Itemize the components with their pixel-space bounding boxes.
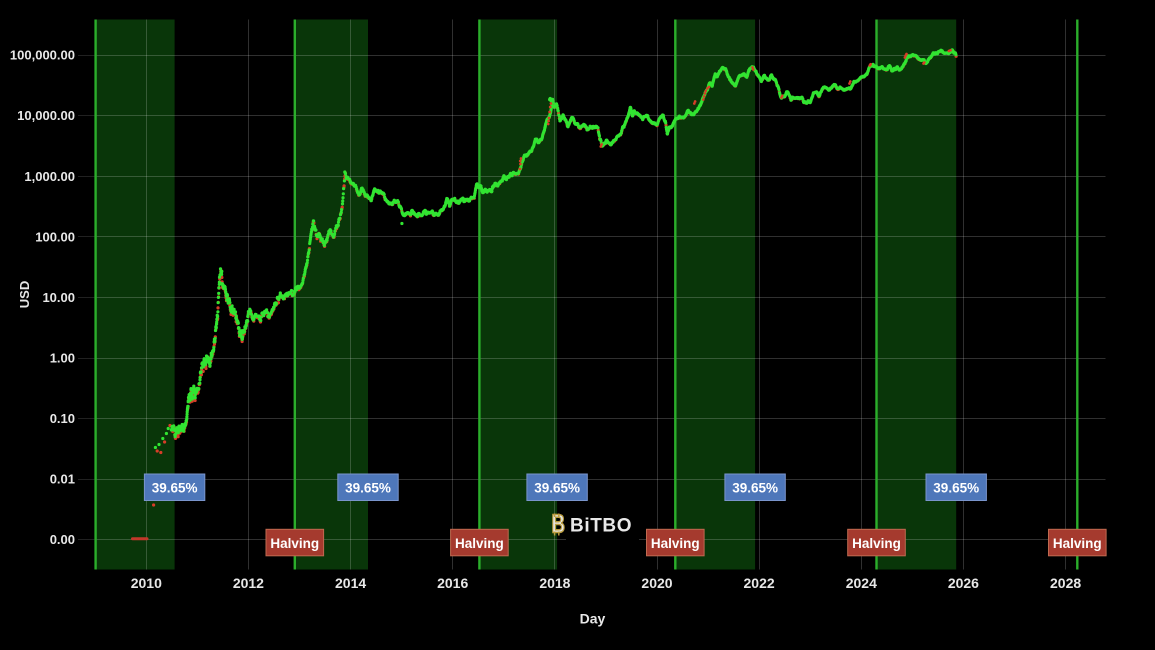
svg-text:Halving: Halving <box>455 536 504 551</box>
svg-text:2020: 2020 <box>641 575 672 591</box>
svg-text:100.00: 100.00 <box>35 229 75 244</box>
svg-text:39.65%: 39.65% <box>732 481 778 496</box>
svg-text:39.65%: 39.65% <box>534 481 580 496</box>
svg-text:1,000.00: 1,000.00 <box>24 169 75 184</box>
svg-text:Halving: Halving <box>1053 536 1102 551</box>
svg-text:BiTBO: BiTBO <box>570 516 632 537</box>
svg-text:39.65%: 39.65% <box>152 481 198 496</box>
svg-text:2028: 2028 <box>1050 575 1081 591</box>
svg-text:Halving: Halving <box>270 536 319 551</box>
svg-text:0.01: 0.01 <box>50 472 75 487</box>
svg-text:2016: 2016 <box>437 575 468 591</box>
svg-text:2024: 2024 <box>846 575 877 591</box>
svg-text:2026: 2026 <box>948 575 979 591</box>
svg-text:Day: Day <box>580 611 606 627</box>
svg-text:10.00: 10.00 <box>42 290 75 305</box>
svg-text:0.10: 0.10 <box>50 411 75 426</box>
svg-text:2012: 2012 <box>233 575 264 591</box>
svg-text:Halving: Halving <box>852 536 901 551</box>
svg-text:100,000.00: 100,000.00 <box>10 48 75 63</box>
svg-text:2010: 2010 <box>131 575 162 591</box>
svg-text:39.65%: 39.65% <box>933 481 979 496</box>
svg-text:2018: 2018 <box>539 575 570 591</box>
svg-text:2014: 2014 <box>335 575 366 591</box>
svg-text:39.65%: 39.65% <box>345 481 391 496</box>
svg-text:10,000.00: 10,000.00 <box>17 108 75 123</box>
svg-text:1.00: 1.00 <box>50 350 75 365</box>
svg-text:0.00: 0.00 <box>50 532 75 547</box>
svg-text:Halving: Halving <box>651 536 700 551</box>
svg-text:2022: 2022 <box>744 575 775 591</box>
svg-text:USD: USD <box>17 281 32 308</box>
